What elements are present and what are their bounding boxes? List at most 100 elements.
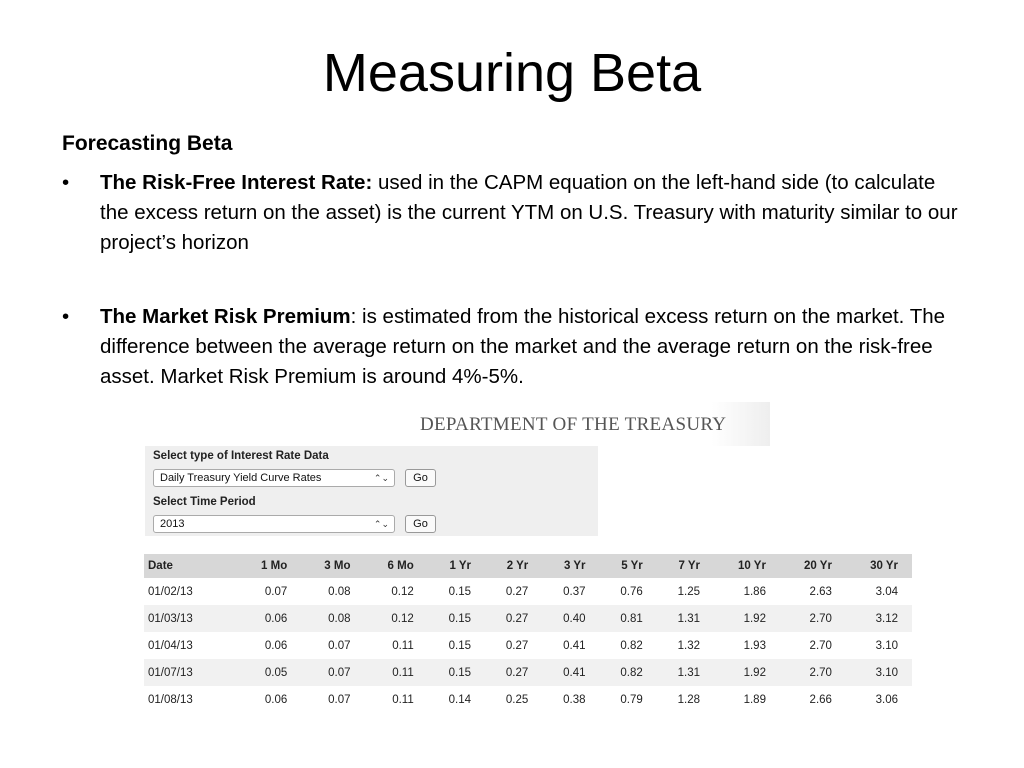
period-select[interactable]: 2013 ⌃⌄: [153, 515, 395, 533]
table-cell: 0.15: [448, 585, 471, 598]
table-cell: 01/07/13: [144, 659, 238, 686]
table-cell: 01/02/13: [148, 585, 193, 598]
select-arrows-icon: ⌃⌄: [373, 473, 389, 483]
table-cell: 0.41: [563, 639, 586, 652]
table-cell: 0.76: [620, 585, 643, 598]
type-label: Select type of Interest Rate Data: [153, 450, 329, 462]
table-cell: 01/08/13: [148, 693, 193, 706]
interest-rate-form: Select type of Interest Rate Data Daily …: [145, 446, 598, 536]
table-cell: 2.70: [809, 639, 832, 652]
column-header: 2 Yr: [485, 554, 543, 578]
table-cell: 3.06: [875, 693, 898, 706]
table-cell: 1.32: [677, 639, 700, 652]
table-cell: 0.08: [328, 585, 351, 598]
column-header: 3 Yr: [542, 554, 600, 578]
table-cell: 1.28: [677, 693, 700, 706]
slide-title: Measuring Beta: [322, 43, 702, 103]
table-cell: 0.06: [238, 605, 302, 632]
table-cell: 0.07: [328, 639, 351, 652]
table-cell: 0.08: [301, 605, 365, 632]
column-header: Date: [144, 554, 238, 578]
table-header-row: Date 1 Mo 3 Mo 6 Mo 1 Yr 2 Yr 3 Yr 5 Yr …: [144, 554, 912, 578]
table-cell: 0.07: [301, 659, 365, 686]
bullet-text: The Market Risk Premium: is estimated fr…: [100, 302, 962, 392]
treasury-banner-text: DEPARTMENT OF THE TREASURY: [420, 414, 727, 435]
table-cell: 0.25: [505, 693, 529, 706]
bullet-dot: •: [62, 171, 70, 194]
select-arrows-icon: ⌃⌄: [373, 519, 389, 529]
table-cell: 0.38: [563, 693, 586, 706]
column-header: 6 Mo: [364, 554, 428, 578]
table-cell: 0.81: [599, 605, 657, 632]
table-cell: 1.86: [743, 585, 766, 598]
table-cell: 0.11: [392, 639, 414, 652]
bullet-risk-free-rate: • The Risk-Free Interest Rate: used in t…: [62, 168, 962, 258]
table-cell: 0.41: [542, 659, 600, 686]
bullet-dot: •: [62, 305, 70, 328]
table-cell: 0.11: [392, 693, 414, 706]
table-cell: 0.82: [620, 639, 643, 652]
table-cell: 2.66: [809, 693, 832, 706]
yield-curve-table: Date 1 Mo 3 Mo 6 Mo 1 Yr 2 Yr 3 Yr 5 Yr …: [144, 554, 912, 713]
table-cell: 1.25: [677, 585, 700, 598]
table-cell: 0.40: [542, 605, 600, 632]
bullet-bold-label: The Market Risk Premium: [100, 305, 351, 328]
table-cell: 0.05: [238, 659, 302, 686]
table-cell: 1.89: [743, 693, 766, 706]
type-select[interactable]: Daily Treasury Yield Curve Rates ⌃⌄: [153, 469, 395, 487]
table-cell: 0.27: [485, 659, 543, 686]
table-cell: 0.27: [505, 639, 529, 652]
table-row: 01/02/13 0.07 0.08 0.12 0.15 0.27 0.37 0…: [144, 578, 912, 605]
column-header: 1 Mo: [238, 554, 302, 578]
period-go-button[interactable]: Go: [405, 515, 436, 533]
period-select-value: 2013: [160, 518, 185, 530]
table-cell: 3.04: [875, 585, 898, 598]
bullet-body: used in the CAPM equation on the left-ha…: [100, 171, 958, 254]
bullet-market-risk-premium: • The Market Risk Premium: is estimated …: [62, 302, 962, 392]
table-cell: 0.12: [364, 605, 428, 632]
table-cell: 0.27: [505, 585, 529, 598]
table-cell: 0.37: [563, 585, 586, 598]
column-header: 1 Yr: [427, 554, 485, 578]
table-cell: 3.10: [845, 659, 912, 686]
table-row: 01/04/13 0.06 0.07 0.11 0.15 0.27 0.41 0…: [144, 632, 912, 659]
column-header: 20 Yr: [779, 554, 846, 578]
table-cell: 0.11: [364, 659, 428, 686]
type-go-button[interactable]: Go: [405, 469, 436, 487]
column-header: 7 Yr: [656, 554, 714, 578]
table-cell: 0.07: [328, 693, 351, 706]
table-cell: 2.63: [809, 585, 832, 598]
table-cell: 3.10: [875, 639, 898, 652]
table-cell: 01/04/13: [148, 639, 193, 652]
bullet-text: The Risk-Free Interest Rate: used in the…: [100, 168, 962, 258]
table-row: 01/07/13 0.05 0.07 0.11 0.15 0.27 0.41 0…: [144, 659, 912, 686]
table-cell: 0.27: [485, 605, 543, 632]
table-cell: 1.31: [656, 659, 714, 686]
table-cell: 1.31: [656, 605, 714, 632]
column-header: 5 Yr: [599, 554, 657, 578]
table-cell: 3.12: [845, 605, 912, 632]
column-header: 30 Yr: [845, 554, 912, 578]
column-header: 3 Mo: [301, 554, 365, 578]
table-row: 01/03/13 0.06 0.08 0.12 0.15 0.27 0.40 0…: [144, 605, 912, 632]
table-cell: 1.92: [714, 605, 780, 632]
table-cell: 1.92: [714, 659, 780, 686]
type-select-value: Daily Treasury Yield Curve Rates: [160, 472, 322, 484]
treasury-banner: DEPARTMENT OF THE TREASURY: [380, 402, 770, 446]
table-cell: 0.07: [264, 585, 288, 598]
table-cell: 0.06: [264, 639, 288, 652]
table-cell: 1.93: [743, 639, 766, 652]
table-row: 01/08/13 0.06 0.07 0.11 0.14 0.25 0.38 0…: [144, 686, 912, 713]
table-cell: 2.70: [779, 659, 846, 686]
column-header: 10 Yr: [714, 554, 780, 578]
table-cell: 0.06: [264, 693, 288, 706]
table-cell: 0.82: [599, 659, 657, 686]
period-label: Select Time Period: [153, 496, 256, 508]
table-cell: 0.12: [391, 585, 414, 598]
table-cell: 0.15: [427, 605, 485, 632]
table-cell: 2.70: [779, 605, 846, 632]
bullet-body: : is estimated from the historical exces…: [100, 305, 946, 388]
table-cell: 0.15: [427, 659, 485, 686]
table-cell: 01/03/13: [144, 605, 238, 632]
slide-subtitle: Forecasting Beta: [62, 132, 233, 155]
